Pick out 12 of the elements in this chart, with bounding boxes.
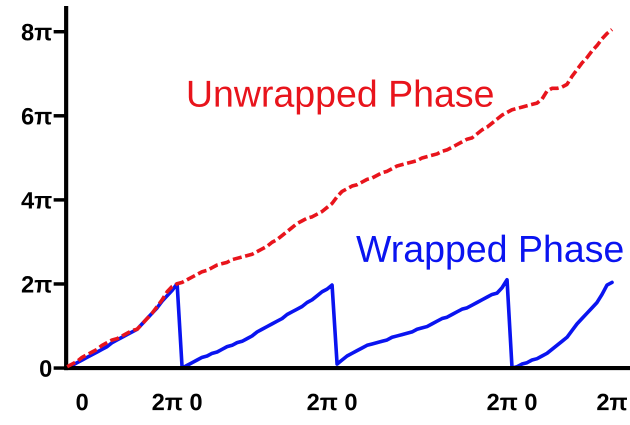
x-tick-label: 2π 0: [487, 394, 537, 410]
x-tick-label: 2π 0: [307, 394, 357, 410]
y-tick-label: 2π: [22, 276, 52, 293]
y-tick-label: 0: [40, 360, 52, 377]
y-tick-label: 8π: [22, 24, 52, 41]
y-tick-label: 4π: [21, 192, 52, 209]
series-label: Wrapped Phase: [356, 234, 623, 270]
x-tick-label: 2π 0: [152, 394, 202, 410]
y-tick-label: 6π: [22, 108, 52, 125]
x-tick-label: 0: [76, 394, 88, 410]
x-tick-label: 2π: [597, 394, 627, 410]
series-label: Unwrapped Phase: [188, 80, 493, 114]
